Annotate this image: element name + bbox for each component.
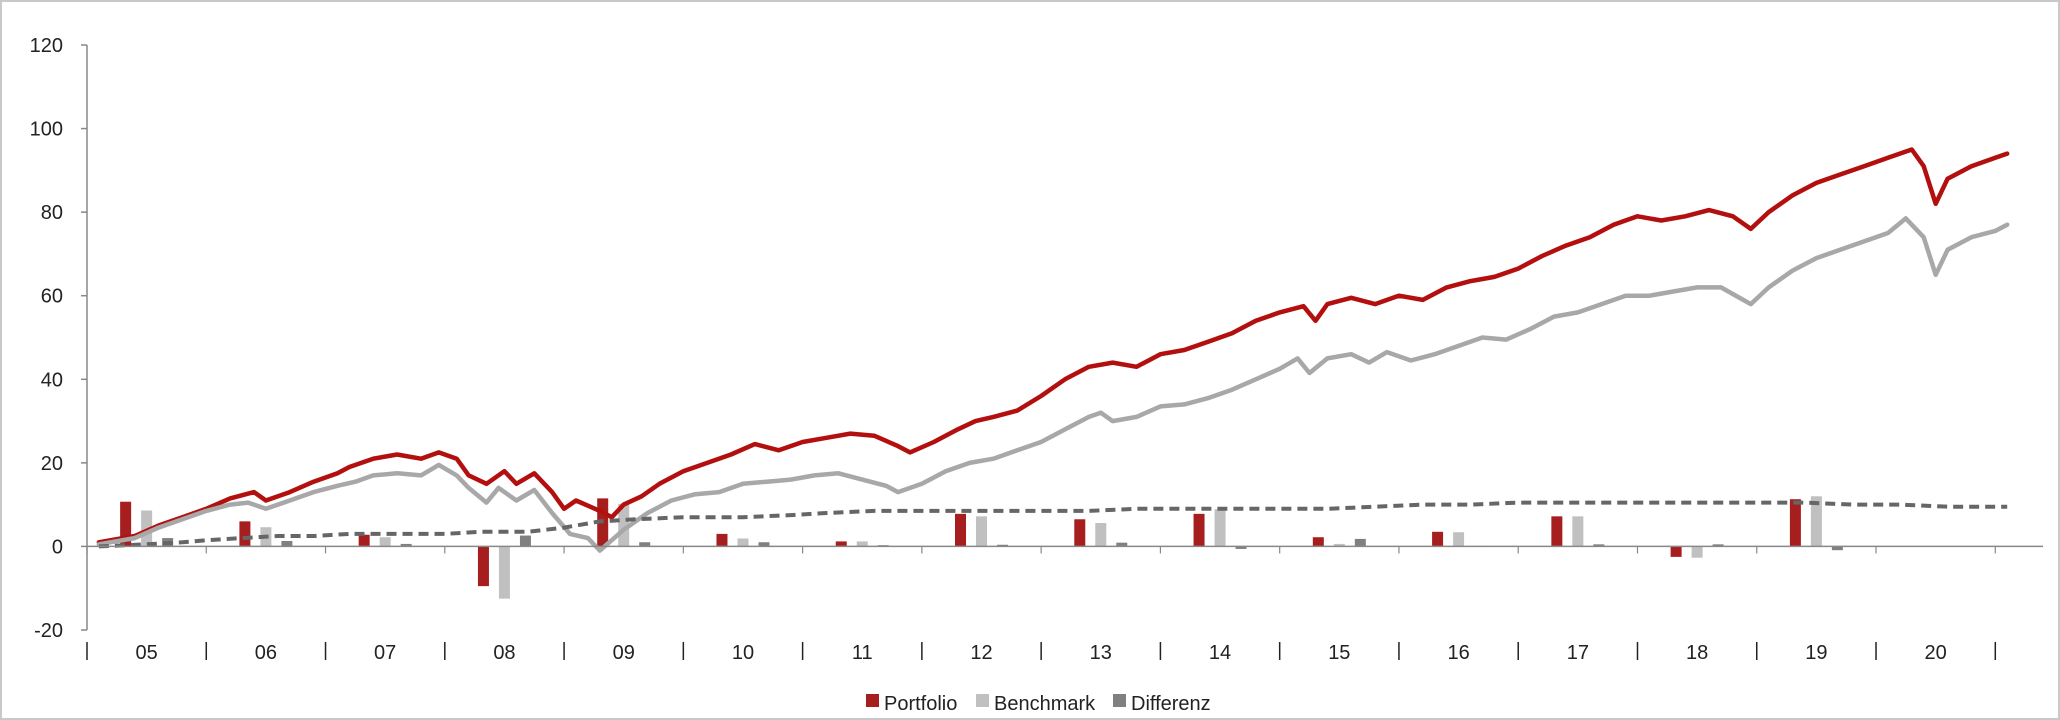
- x-tick-label: 19: [1805, 642, 1827, 664]
- bar-portfolio: [716, 533, 728, 547]
- x-tick-label: 17: [1567, 642, 1589, 664]
- x-tick-label: 11: [852, 642, 873, 664]
- x-tick-label: 08: [493, 642, 515, 664]
- legend-label-portfolio: Portfolio: [884, 693, 957, 715]
- line-differenz: [98, 500, 2008, 549]
- legend-label-benchmark: Benchmark: [994, 693, 1096, 715]
- x-tick-label: 12: [970, 642, 992, 664]
- bar-benchmark: [976, 516, 988, 547]
- bar-benchmark: [1095, 523, 1107, 547]
- bar-differenz: [1593, 544, 1605, 547]
- bar-portfolio: [358, 534, 370, 547]
- bar-benchmark: [737, 538, 749, 547]
- bar-differenz: [1235, 546, 1247, 549]
- x-tick-label: 10: [732, 642, 754, 664]
- bars-layer: [120, 496, 1843, 599]
- y-tick-label: -20: [34, 620, 63, 642]
- bar-portfolio: [835, 541, 847, 547]
- bar-differenz: [1712, 544, 1724, 547]
- bar-benchmark: [1810, 496, 1822, 547]
- legend-swatch-benchmark: [976, 694, 989, 707]
- bar-portfolio: [1312, 537, 1324, 547]
- bar-benchmark: [1333, 543, 1345, 547]
- bar-benchmark: [1214, 509, 1226, 547]
- bar-portfolio: [1789, 499, 1801, 547]
- y-tick-label: 100: [30, 119, 63, 141]
- x-tick-label: 20: [1925, 642, 1947, 664]
- bar-differenz: [281, 540, 293, 547]
- legend: Portfolio Benchmark Differenz: [866, 693, 1211, 715]
- bar-portfolio: [955, 513, 967, 547]
- bar-benchmark: [618, 503, 630, 547]
- y-tick-label: 60: [41, 286, 63, 308]
- x-tick-label: 07: [374, 642, 396, 664]
- bar-differenz: [519, 535, 531, 547]
- legend-swatch-portfolio: [866, 694, 879, 707]
- x-tick-label: 13: [1090, 642, 1112, 664]
- bar-benchmark: [379, 537, 391, 547]
- bar-portfolio: [239, 521, 251, 547]
- bar-portfolio: [1432, 531, 1444, 547]
- bar-differenz: [1116, 542, 1128, 547]
- x-tick-label: 15: [1328, 642, 1350, 664]
- bar-differenz: [758, 542, 770, 547]
- x-tick-label: 05: [136, 642, 158, 664]
- bar-differenz: [1354, 538, 1366, 547]
- bar-differenz: [639, 542, 651, 547]
- bar-benchmark: [1453, 532, 1465, 547]
- x-tick-label: 09: [613, 642, 635, 664]
- bar-portfolio: [120, 501, 132, 547]
- y-tick-label: 20: [41, 453, 63, 475]
- bar-differenz: [997, 544, 1009, 547]
- bar-portfolio: [1551, 516, 1563, 547]
- axes-layer: -20 0 20 40 60 80 100 120 05 06 07 08 09 10 11 12 13 14 15…: [30, 35, 2043, 664]
- y-tick-label: 40: [41, 369, 63, 391]
- lines-layer: [96, 147, 2010, 553]
- bar-differenz: [1831, 546, 1843, 551]
- line-benchmark: [96, 216, 2010, 553]
- bar-portfolio: [1193, 513, 1205, 547]
- bar-benchmark: [1691, 546, 1703, 558]
- y-tick-label: 120: [30, 35, 63, 57]
- legend-swatch-differenz: [1113, 694, 1126, 707]
- line-portfolio: [96, 147, 2010, 545]
- y-tick-label: 0: [52, 536, 63, 558]
- bar-portfolio: [1670, 546, 1682, 557]
- bar-benchmark: [498, 546, 510, 599]
- x-tick-label: 14: [1209, 642, 1231, 664]
- bar-benchmark: [1572, 516, 1584, 547]
- legend-label-differenz: Differenz: [1131, 693, 1211, 715]
- x-tick-label: 16: [1447, 642, 1469, 664]
- bar-benchmark: [856, 541, 868, 547]
- x-tick-label: 06: [255, 642, 277, 664]
- x-tick-label: 18: [1686, 642, 1708, 664]
- bar-portfolio: [477, 546, 489, 587]
- bar-portfolio: [1074, 519, 1086, 547]
- bar-differenz: [400, 543, 412, 547]
- y-tick-label: 80: [41, 202, 63, 224]
